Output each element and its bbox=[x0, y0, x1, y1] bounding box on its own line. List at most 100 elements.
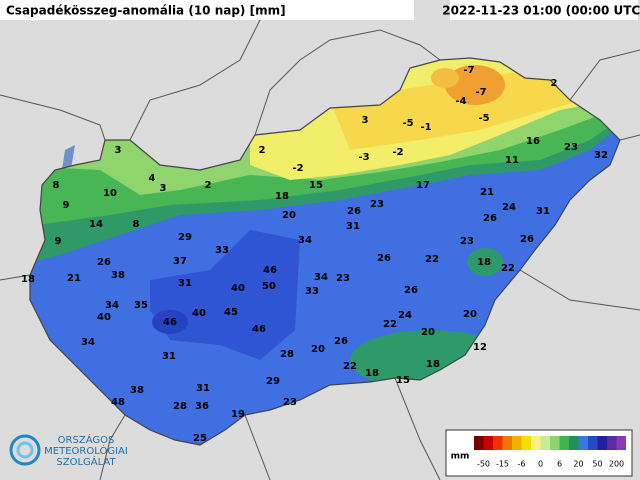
station-value: 23 bbox=[564, 142, 578, 153]
station-value: 29 bbox=[178, 232, 192, 243]
station-value: 31 bbox=[536, 206, 550, 217]
legend-label: -6 bbox=[518, 460, 526, 469]
station-value: 2 bbox=[551, 78, 558, 89]
legend-swatch bbox=[588, 436, 598, 450]
station-value: 31 bbox=[346, 221, 360, 232]
station-value: 12 bbox=[473, 342, 487, 353]
logo-text: SZOLGÁLAT bbox=[56, 455, 116, 468]
legend-label: 200 bbox=[609, 460, 624, 469]
legend-swatch bbox=[483, 436, 493, 450]
station-value: 45 bbox=[224, 307, 238, 318]
station-value: -4 bbox=[455, 96, 466, 107]
station-value: 9 bbox=[55, 236, 62, 247]
station-value: 48 bbox=[111, 397, 125, 408]
station-value: 18 bbox=[426, 359, 440, 370]
legend-label: 6 bbox=[557, 460, 562, 469]
station-value: 21 bbox=[480, 187, 494, 198]
station-value: 46 bbox=[252, 324, 266, 335]
station-value: 38 bbox=[111, 270, 125, 281]
legend-label: -15 bbox=[496, 460, 509, 469]
station-value: 33 bbox=[305, 286, 319, 297]
station-value: 35 bbox=[134, 300, 148, 311]
station-value: 16 bbox=[526, 136, 540, 147]
legend-swatch bbox=[578, 436, 588, 450]
station-value: 23 bbox=[336, 273, 350, 284]
station-value: 3 bbox=[160, 183, 167, 194]
legend-swatch bbox=[607, 436, 617, 450]
station-value: 26 bbox=[520, 234, 534, 245]
station-value: -1 bbox=[420, 122, 431, 133]
legend-swatch bbox=[540, 436, 550, 450]
station-value: 46 bbox=[263, 265, 277, 276]
legend-swatch bbox=[559, 436, 569, 450]
station-value: 26 bbox=[483, 213, 497, 224]
legend-swatch bbox=[493, 436, 503, 450]
station-value: 37 bbox=[173, 256, 187, 267]
station-value: 2 bbox=[259, 145, 266, 156]
station-value: 3 bbox=[115, 145, 122, 156]
station-value: 4 bbox=[149, 173, 156, 184]
station-value: 31 bbox=[196, 383, 210, 394]
legend-swatch bbox=[597, 436, 607, 450]
station-value: 26 bbox=[347, 206, 361, 217]
station-value: 14 bbox=[89, 219, 103, 230]
station-value: 22 bbox=[343, 361, 357, 372]
station-value: 23 bbox=[283, 397, 297, 408]
station-value: 40 bbox=[97, 312, 111, 323]
station-value: 33 bbox=[215, 245, 229, 256]
station-value: 26 bbox=[97, 257, 111, 268]
station-value: 18 bbox=[21, 274, 35, 285]
station-value: 18 bbox=[365, 368, 379, 379]
station-value: 18 bbox=[477, 257, 491, 268]
station-value: 29 bbox=[266, 376, 280, 387]
station-value: 34 bbox=[314, 272, 328, 283]
title-box bbox=[0, 0, 414, 20]
legend-label: 20 bbox=[573, 460, 583, 469]
station-value: -7 bbox=[475, 87, 486, 98]
station-value: 8 bbox=[53, 180, 60, 191]
station-value: 28 bbox=[173, 401, 187, 412]
legend-label: 0 bbox=[538, 460, 543, 469]
legend-label: -50 bbox=[477, 460, 490, 469]
logo-text: METEOROLÓGIAI bbox=[44, 444, 128, 457]
station-value: 20 bbox=[463, 309, 477, 320]
legend-swatch bbox=[569, 436, 579, 450]
station-value: 26 bbox=[404, 285, 418, 296]
station-value: 24 bbox=[398, 310, 412, 321]
station-value: 38 bbox=[130, 385, 144, 396]
station-value: 24 bbox=[502, 202, 516, 213]
station-value: 3 bbox=[362, 115, 369, 126]
station-value: 31 bbox=[178, 278, 192, 289]
station-value: 46 bbox=[163, 317, 177, 328]
legend-swatch bbox=[531, 436, 541, 450]
legend-label: 50 bbox=[592, 460, 602, 469]
station-value: -3 bbox=[358, 152, 369, 163]
legend-unit: mm bbox=[451, 452, 470, 462]
legend-swatch bbox=[512, 436, 522, 450]
station-value: 2 bbox=[205, 180, 212, 191]
station-value: 22 bbox=[383, 319, 397, 330]
station-value: 36 bbox=[195, 401, 209, 412]
station-value: 50 bbox=[262, 281, 276, 292]
station-value: 17 bbox=[416, 180, 430, 191]
station-value: -2 bbox=[392, 147, 403, 158]
station-value: 9 bbox=[63, 200, 70, 211]
station-value: 23 bbox=[370, 199, 384, 210]
timestamp: 2022-11-23 01:00 (00:00 UTC) bbox=[442, 4, 640, 18]
station-value: 20 bbox=[311, 344, 325, 355]
station-value: -2 bbox=[292, 163, 303, 174]
station-value: 28 bbox=[280, 349, 294, 360]
station-value: 31 bbox=[162, 351, 176, 362]
title: Csapadékösszeg-anomália (10 nap) [mm] bbox=[6, 4, 286, 18]
station-value: 34 bbox=[105, 300, 119, 311]
legend-swatch bbox=[550, 436, 560, 450]
station-value: 22 bbox=[501, 263, 515, 274]
station-value: 20 bbox=[421, 327, 435, 338]
station-value: -5 bbox=[478, 113, 489, 124]
timestamp-box bbox=[450, 0, 638, 20]
station-value: -5 bbox=[402, 118, 413, 129]
station-value: 26 bbox=[377, 253, 391, 264]
legend-swatch bbox=[474, 436, 484, 450]
station-value: 22 bbox=[425, 254, 439, 265]
